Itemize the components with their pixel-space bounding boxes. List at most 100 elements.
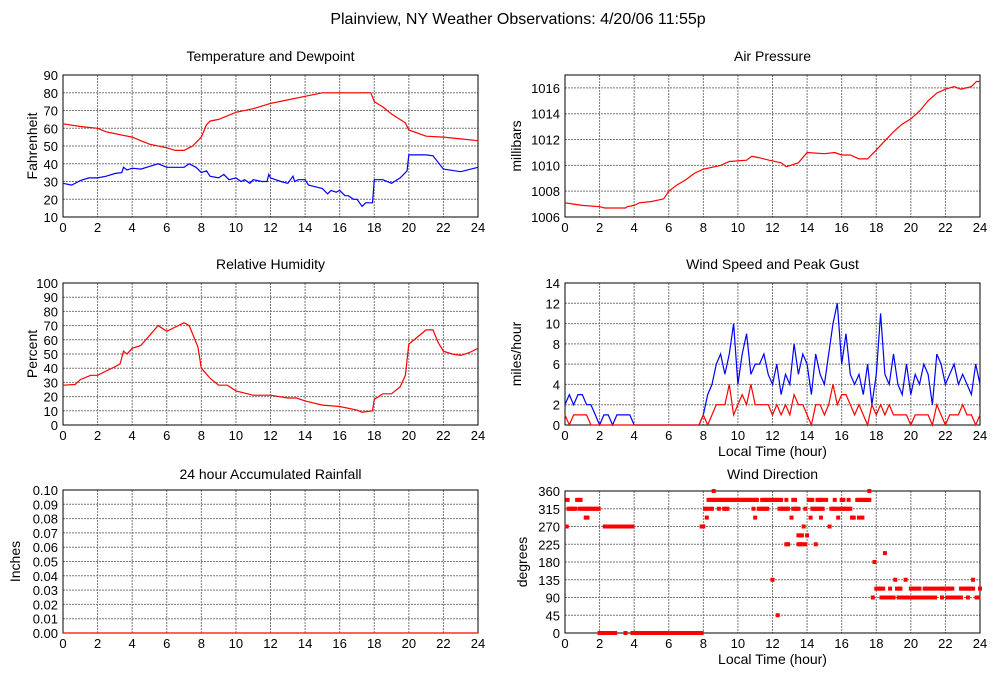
- y-tick-label: 0.08: [33, 512, 58, 527]
- y-tick-label: 0.04: [33, 569, 58, 584]
- x-tick-label: 16: [834, 220, 848, 235]
- wind-direction-point: [888, 595, 893, 600]
- x-tick-label: 2: [94, 636, 101, 651]
- y-tick-label: 1014: [531, 107, 560, 122]
- wind-direction-point: [903, 577, 908, 582]
- wind-direction-point: [872, 560, 877, 564]
- x-tick-label: 24: [471, 428, 485, 443]
- wind-direction-point: [716, 506, 721, 511]
- wind-y-axis-label: miles/hour: [508, 321, 524, 386]
- y-tick-label: 0.02: [33, 597, 58, 612]
- x-tick-label: 4: [631, 220, 638, 235]
- x-tick-label: 4: [631, 428, 638, 443]
- wind-direction-point: [820, 506, 825, 511]
- x-tick-label: 10: [229, 220, 243, 235]
- x-tick-label: 22: [436, 220, 450, 235]
- wind-direction-point: [965, 595, 970, 600]
- wind-direction-point: [813, 542, 818, 547]
- x-tick-label: 22: [938, 636, 952, 651]
- wind-direction-point: [888, 586, 893, 591]
- wind-direction-point: [881, 586, 886, 591]
- x-tick-label: 4: [129, 636, 136, 651]
- wind-direction-point: [585, 515, 590, 520]
- wind-direction-point: [856, 515, 861, 520]
- wind-direction-point: [939, 595, 944, 600]
- wind-direction-point: [623, 631, 628, 635]
- wind-direction-point: [820, 497, 825, 502]
- y-tick-label: 60: [44, 121, 58, 136]
- x-tick-label: 18: [869, 428, 883, 443]
- y-tick-label: 360: [538, 484, 560, 499]
- y-tick-label: 10: [44, 404, 58, 419]
- x-tick-label: 10: [731, 428, 745, 443]
- x-tick-label: 14: [800, 428, 814, 443]
- wind-direction-point: [905, 595, 910, 600]
- x-tick-label: 4: [631, 636, 638, 651]
- x-tick-label: 10: [229, 428, 243, 443]
- y-tick-label: 0.10: [33, 483, 58, 498]
- x-tick-label: 0: [59, 220, 66, 235]
- x-tick-label: 10: [229, 636, 243, 651]
- temp-title: Temperature and Dewpoint: [186, 48, 354, 64]
- x-tick-label: 6: [163, 220, 170, 235]
- x-tick-label: 16: [332, 636, 346, 651]
- wind-direction-point: [978, 586, 982, 591]
- x-tick-label: 14: [800, 636, 814, 651]
- wind-direction-point: [805, 533, 810, 538]
- wind-direction-point: [701, 524, 706, 529]
- wind-direction-point: [799, 542, 804, 547]
- wind-direction-point: [808, 515, 813, 520]
- x-tick-label: 12: [765, 636, 779, 651]
- x-tick-label: 22: [938, 428, 952, 443]
- x-tick-label: 14: [298, 428, 312, 443]
- temp-dewpoint-line: [62, 154, 479, 208]
- y-tick-label: 135: [538, 573, 560, 588]
- y-tick-label: 0.06: [33, 540, 58, 555]
- x-tick-label: 18: [367, 220, 381, 235]
- y-tick-label: 30: [44, 175, 58, 190]
- wind-direction-point: [613, 631, 618, 635]
- y-tick-label: 180: [538, 555, 560, 570]
- y-tick-label: 100: [36, 276, 58, 291]
- x-tick-label: 4: [129, 220, 136, 235]
- temp-temperature-line: [62, 92, 479, 151]
- wind-direction-point: [765, 506, 770, 511]
- x-tick-label: 14: [298, 220, 312, 235]
- wind-plot-frame: [564, 282, 981, 426]
- x-tick-label: 22: [436, 636, 450, 651]
- x-tick-label: 20: [402, 428, 416, 443]
- wind-direction-point: [596, 506, 601, 511]
- wind-direction-point: [881, 595, 886, 600]
- pressure-plot-frame: [564, 74, 981, 218]
- y-tick-label: 1016: [531, 81, 560, 96]
- wind-direction-point: [699, 631, 704, 635]
- x-tick-label: 4: [129, 428, 136, 443]
- x-tick-label: 20: [402, 220, 416, 235]
- y-tick-label: 40: [44, 157, 58, 172]
- y-tick-label: 90: [44, 68, 58, 83]
- wind-direction-point: [891, 595, 896, 600]
- wind-direction-point: [704, 506, 709, 511]
- x-tick-label: 20: [904, 220, 918, 235]
- wind-direction-point: [770, 577, 775, 582]
- x-tick-label: 16: [834, 636, 848, 651]
- wind-direction-point: [775, 613, 780, 618]
- wind-direction-point: [950, 586, 955, 591]
- y-tick-label: 0.00: [33, 626, 58, 641]
- temp-plot-frame: [62, 74, 479, 218]
- rain-y-axis-label: Inches: [7, 541, 23, 582]
- y-tick-label: 0.09: [33, 497, 58, 512]
- y-tick-label: 50: [44, 347, 58, 362]
- y-tick-label: 0.07: [33, 526, 58, 541]
- rh-y-axis-label: Percent: [24, 330, 40, 378]
- wind-direction-point: [565, 497, 570, 502]
- y-tick-label: 1010: [531, 158, 560, 173]
- x-tick-label: 10: [731, 636, 745, 651]
- wind-direction-point: [779, 497, 784, 502]
- wind-direction-point: [917, 586, 922, 591]
- x-tick-label: 18: [367, 428, 381, 443]
- wind-direction-point: [931, 586, 936, 591]
